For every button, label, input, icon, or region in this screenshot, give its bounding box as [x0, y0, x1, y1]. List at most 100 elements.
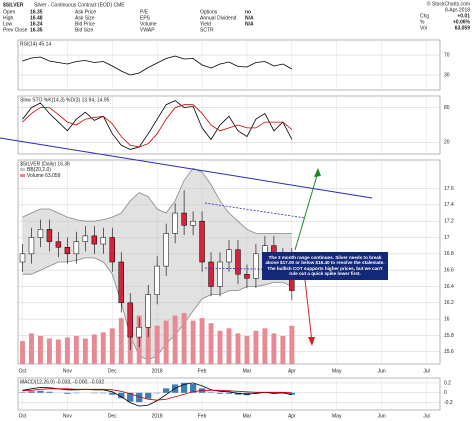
volume-bar — [217, 330, 223, 364]
arrow-up-head — [314, 168, 321, 177]
info-label: Vol — [420, 25, 427, 31]
candle-body — [73, 241, 80, 255]
info-label: © StockCharts.com — [427, 0, 470, 7]
legend-entry: Volume 63,059 — [27, 173, 61, 179]
y-tick-label: 16.4 — [444, 284, 454, 290]
volume-bar — [280, 335, 286, 364]
band-upper — [22, 167, 292, 234]
stat-label: P/E — [140, 9, 149, 15]
candle-body — [145, 294, 151, 328]
candle-body — [181, 212, 187, 226]
annotation: The 3 month range continues. Silver need… — [262, 252, 388, 280]
y-tick-label: 15.6 — [444, 349, 454, 355]
histogram-bar — [109, 392, 116, 395]
volume-bar — [244, 335, 250, 364]
panel-title: Slow STO %K(14,3) %D(3) 13.94, 14.95 — [20, 97, 110, 103]
panel-title: $SILVER (Daily) 16.36 — [20, 161, 70, 167]
histogram-bar — [189, 383, 197, 393]
range-bottom — [204, 267, 306, 271]
stat-label: SCTR — [200, 27, 214, 33]
trend-line — [0, 137, 373, 199]
histogram-bar — [145, 392, 152, 399]
volume-bar — [28, 333, 34, 364]
stat-value: N/A — [245, 15, 254, 21]
y-tick-label: 16.6 — [444, 267, 454, 273]
panel — [17, 377, 441, 411]
stat-label: VWAP — [140, 27, 155, 33]
histogram-bar — [37, 390, 44, 393]
stat-value: no — [245, 9, 251, 15]
stat-label: Open — [3, 9, 15, 15]
arrow-up — [294, 171, 319, 251]
y-tick-label: -0.2 — [444, 400, 453, 406]
candle-body — [91, 235, 98, 245]
volume-bar — [109, 328, 115, 364]
stat-label: Annual Dividend — [200, 15, 237, 21]
volume-bar — [253, 330, 259, 364]
stat-label: Bid Price — [75, 21, 95, 27]
histogram-bar — [28, 391, 35, 393]
panel-title: RSI(14) 45.14 — [20, 41, 51, 47]
y-tick-label: 20 — [444, 140, 450, 146]
x-tick-label: Dec — [108, 368, 117, 374]
stat-label: Ask Size — [75, 15, 95, 21]
volume-bar — [91, 334, 97, 364]
y-tick-label: 17.2 — [444, 219, 454, 225]
volume-bar — [190, 320, 196, 364]
description: Silver - Continuous Contract (EOD) CME — [34, 2, 125, 8]
x-tick-label: Jul — [423, 413, 429, 419]
legend-swatch — [20, 168, 25, 171]
stat-label: Ask Price — [75, 9, 96, 15]
symbol: $SILVER — [3, 2, 24, 8]
histogram-bar — [118, 392, 125, 399]
x-tick-label: Oct — [19, 413, 27, 419]
x-tick-label: Apr — [288, 368, 296, 374]
candle-body — [244, 273, 250, 279]
x-tick-label: Feb — [198, 368, 207, 374]
volume-bar — [20, 341, 25, 364]
candle-body — [136, 327, 142, 338]
stat-label: Bid Size — [75, 27, 94, 33]
histogram-bar — [288, 392, 295, 395]
x-tick-label: Nov — [63, 368, 72, 374]
stat-label: Prev Close — [3, 27, 28, 33]
volume-bar — [172, 315, 178, 364]
histogram-bar — [216, 392, 224, 394]
arrow-down — [304, 279, 313, 343]
x-tick-label: Mar — [243, 368, 252, 374]
y-tick-label: 80 — [444, 105, 450, 111]
candle-body — [226, 249, 232, 263]
candle-body — [154, 265, 160, 295]
x-tick-label: 2018 — [152, 413, 163, 419]
panel — [17, 95, 441, 155]
stat-value: 16.24 — [30, 21, 43, 27]
candle-body — [190, 220, 196, 226]
volume-bar — [199, 318, 205, 364]
candle-body — [82, 235, 89, 242]
x-tick-label: Feb — [198, 413, 207, 419]
candle-body — [217, 261, 223, 287]
y-tick-label: 0.2 — [444, 380, 451, 386]
volume-bar — [262, 328, 268, 364]
stat-label: Yield — [200, 21, 211, 27]
x-tick-label: Nov — [63, 413, 72, 419]
stat-label: Low — [3, 21, 13, 27]
line — [22, 104, 293, 148]
range-top — [204, 202, 306, 219]
candle-body — [64, 247, 71, 255]
stat-label: High — [3, 15, 14, 21]
candle-body — [172, 212, 178, 234]
stat-label: Options — [200, 9, 218, 15]
volume-bar — [82, 338, 88, 364]
stat-value: 16.48 — [30, 15, 43, 21]
x-tick-label: Jul — [423, 368, 429, 374]
stat-label: Volume — [140, 21, 157, 27]
volume-bar — [118, 318, 124, 364]
x-tick-label: Jun — [378, 368, 386, 374]
x-tick-label: May — [332, 368, 342, 374]
candle-body — [199, 220, 205, 263]
x-tick-label: Jun — [378, 413, 386, 419]
info-label: Chg — [420, 13, 429, 19]
histogram-bar — [163, 388, 170, 393]
